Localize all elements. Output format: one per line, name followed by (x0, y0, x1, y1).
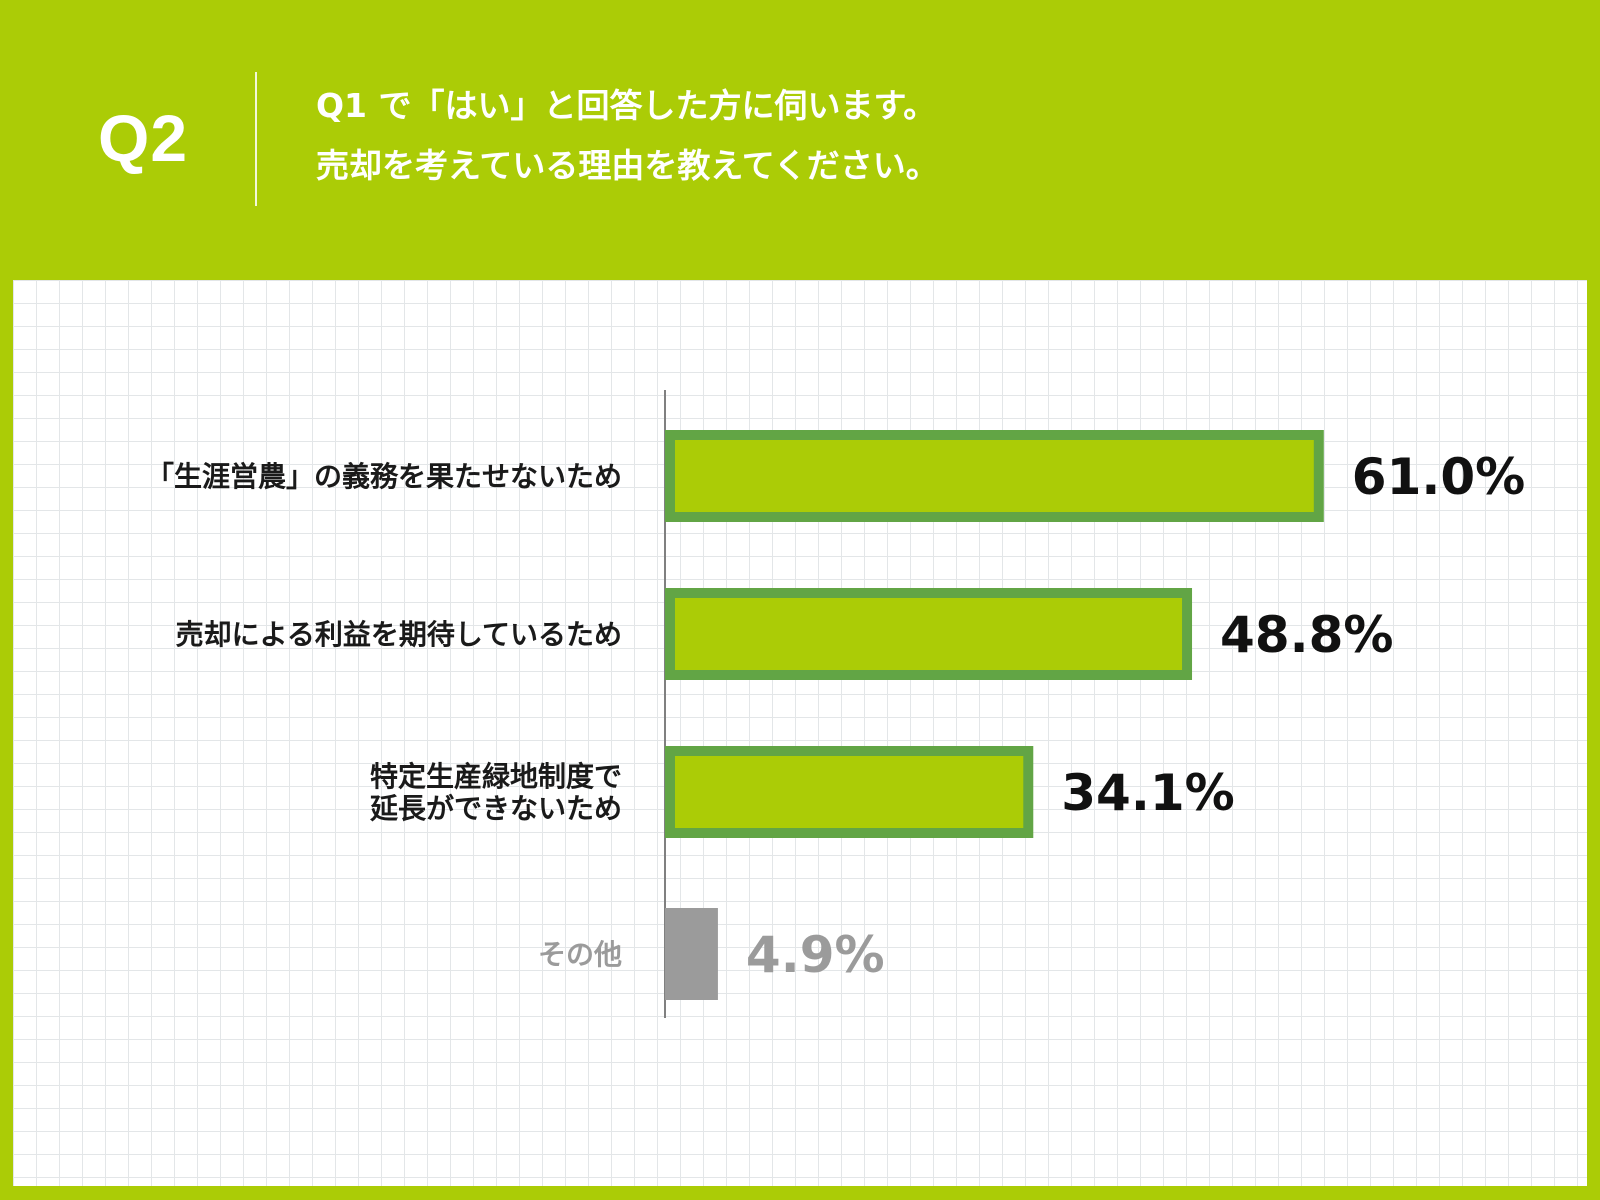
value-label-3: 4.9% (746, 926, 885, 984)
bar-2 (665, 746, 1034, 838)
category-label-2-line-1: 延長ができないため (369, 792, 622, 825)
value-label-0: 61.0% (1352, 448, 1525, 506)
category-label-2-line-0: 特定生産緑地制度で (370, 760, 622, 793)
header-divider (255, 72, 257, 206)
bar-3 (665, 908, 718, 1000)
bar-0 (665, 430, 1324, 522)
category-label-0: 「生涯営農」の義務を果たせないため (146, 460, 622, 493)
bar-1 (665, 588, 1193, 680)
category-label-3: その他 (538, 938, 622, 971)
question-text-line-1: Q1 で「はい」と回答した方に伺います。 (316, 86, 937, 125)
value-label-2: 34.1% (1061, 764, 1234, 822)
value-label-1: 48.8% (1220, 606, 1393, 664)
header: Q2 Q1 で「はい」と回答した方に伺います。 売却を考えている理由を教えてくだ… (0, 0, 1600, 280)
category-label-1: 売却による利益を期待しているため (176, 618, 622, 651)
question-text-line-2: 売却を考えている理由を教えてください。 (316, 146, 939, 185)
question-number: Q2 (98, 101, 189, 175)
